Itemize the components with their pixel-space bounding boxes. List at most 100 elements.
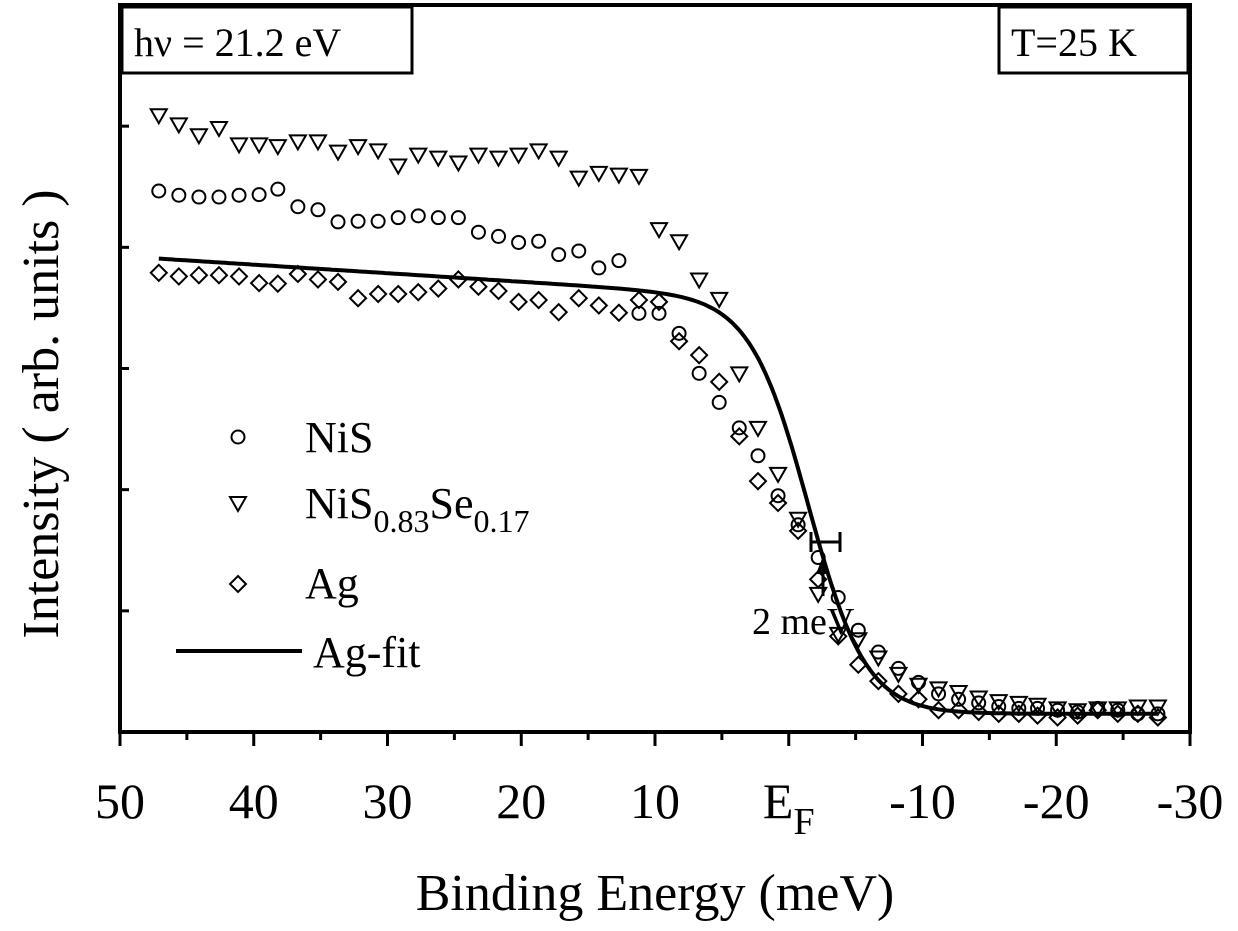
legend-label-ag: Ag (305, 559, 359, 608)
point-nis (270, 181, 286, 197)
point-ag (1009, 704, 1029, 724)
point-nisse (589, 165, 609, 183)
point-nisse (709, 291, 729, 309)
series-nisse (149, 108, 1168, 721)
point-ag (1128, 704, 1148, 724)
legend-marker-ag (228, 574, 248, 594)
point-nisse (989, 694, 1009, 712)
point-nisse (328, 144, 348, 162)
point-ag (649, 292, 669, 312)
series-group (149, 108, 1168, 727)
point-ag (328, 272, 348, 292)
point-nis (511, 234, 527, 250)
point-nisse (1128, 699, 1148, 717)
resolution-label: 2 meV (752, 601, 855, 643)
x-tick-label: 40 (229, 773, 279, 829)
x-axis-title: Binding Energy (meV) (416, 865, 895, 922)
point-ag (1108, 704, 1128, 724)
point-nisse (1148, 699, 1168, 717)
point-nisse (528, 143, 549, 161)
point-nis (790, 517, 806, 533)
legend: NiS NiS0.83Se0.17 Ag Ag-fit (176, 413, 529, 677)
point-nisse (908, 677, 929, 695)
point-nis (731, 420, 747, 436)
point-nis (611, 253, 627, 269)
point-ag (989, 704, 1009, 724)
point-nisse (388, 158, 408, 176)
point-ag (529, 290, 549, 310)
legend-marker-nisse (228, 496, 248, 514)
point-nisse (368, 143, 388, 161)
point-ag (788, 521, 808, 541)
point-nis (290, 199, 306, 215)
point-ag (669, 331, 689, 351)
x-tick-label: 50 (95, 773, 145, 829)
x-tick-label: -20 (1023, 773, 1090, 829)
point-ag (909, 689, 928, 709)
x-tick-label: 30 (363, 773, 413, 829)
point-ag (388, 284, 408, 304)
point-nis (450, 210, 466, 226)
point-ag (229, 266, 249, 286)
x-tick-labels: 50 40 30 20 10 EF -10 -20 -30 (95, 773, 1223, 843)
x-tick-label: 10 (630, 773, 680, 829)
point-nisse (288, 134, 308, 152)
point-nis (850, 622, 866, 638)
point-nis (651, 305, 667, 321)
x-tick-label: 20 (496, 773, 546, 829)
point-nis (430, 210, 446, 226)
point-ag (709, 372, 729, 392)
point-nis (830, 590, 846, 606)
point-nis (350, 213, 366, 229)
point-nisse (508, 147, 529, 165)
point-nisse (689, 272, 709, 290)
point-ag (589, 296, 609, 315)
point-nisse (268, 139, 288, 157)
point-nis (491, 228, 507, 244)
point-nisse (348, 139, 368, 157)
point-nis (1130, 706, 1146, 722)
point-nis (810, 550, 826, 566)
point-ag (1068, 706, 1088, 726)
point-nisse (548, 150, 569, 168)
point-nis (971, 695, 987, 711)
point-nis (330, 214, 346, 230)
point-nis (1150, 706, 1166, 722)
point-ag (1148, 708, 1168, 727)
point-ag (729, 426, 749, 446)
point-nis (951, 691, 967, 707)
point-nisse (788, 511, 808, 529)
point-nisse (488, 150, 509, 168)
point-ag (209, 265, 229, 285)
temperature-label: T=25 K (1011, 20, 1137, 65)
x-tick-label: -10 (889, 773, 956, 829)
y-axis-title: Intensity ( arb. units ) (13, 189, 70, 638)
legend-label-nisse: NiS0.83Se0.17 (305, 479, 529, 539)
photon-energy-box (120, 5, 414, 75)
point-ag (949, 700, 969, 720)
axis-ticks (118, 124, 1192, 746)
point-ag (629, 290, 649, 310)
point-nisse (649, 222, 669, 240)
point-nis (551, 247, 567, 263)
point-nis (770, 488, 786, 504)
point-nisse (968, 690, 989, 708)
point-nis (191, 189, 207, 205)
point-nis (410, 208, 426, 224)
point-ag (169, 266, 189, 286)
point-ag (428, 279, 448, 298)
point-nisse (609, 167, 629, 185)
point-nis (251, 187, 267, 203)
point-nisse (308, 134, 328, 152)
point-ag (1088, 700, 1108, 720)
point-nisse (209, 120, 229, 138)
legend-label-agfit: Ag-fit (313, 628, 421, 677)
point-ag (848, 655, 868, 675)
legend-label-nis: NiS (305, 413, 373, 462)
point-nis (1011, 700, 1027, 716)
point-ag (469, 277, 488, 297)
point-ag (149, 263, 169, 283)
point-nis (691, 365, 707, 381)
point-ag (448, 270, 468, 289)
